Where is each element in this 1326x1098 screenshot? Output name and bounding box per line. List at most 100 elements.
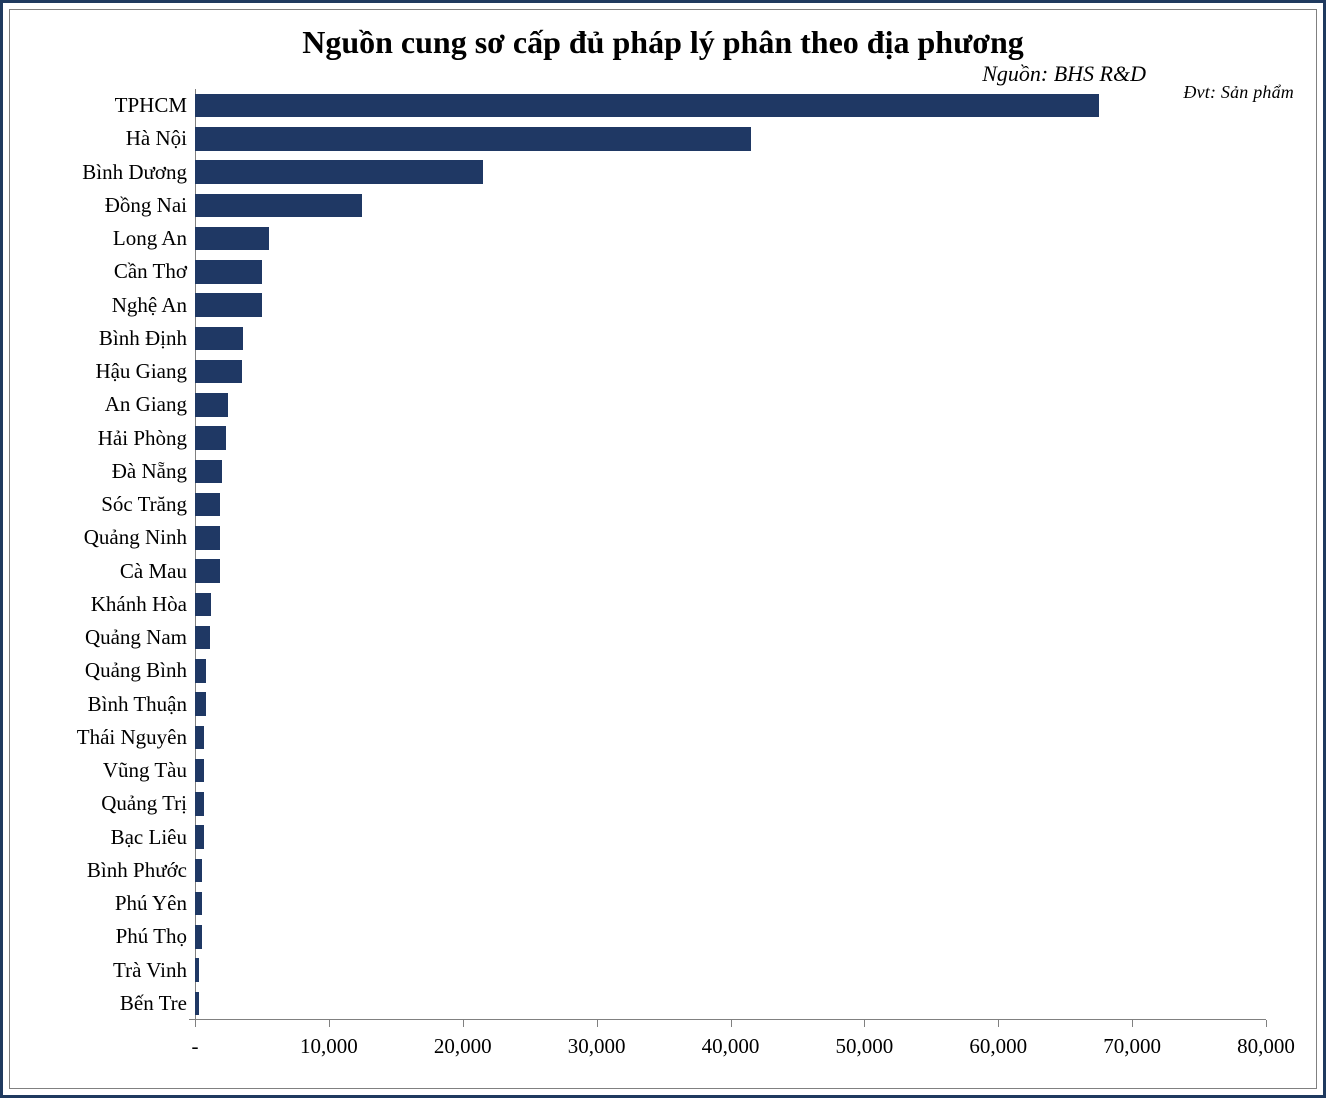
- x-tick-label: 20,000: [434, 1034, 492, 1059]
- bar: [195, 426, 226, 449]
- bar: [195, 393, 228, 416]
- x-tick-label: 60,000: [969, 1034, 1027, 1059]
- category-label: Vũng Tàu: [103, 758, 195, 783]
- category-label: Quảng Nam: [85, 625, 195, 650]
- bar: [195, 925, 202, 948]
- bar: [195, 759, 204, 782]
- x-tick-label: 70,000: [1103, 1034, 1161, 1059]
- title-row: Nguồn cung sơ cấp đủ pháp lý phân theo đ…: [30, 20, 1296, 61]
- bar: [195, 194, 362, 217]
- category-label: Bến Tre: [120, 991, 195, 1016]
- chart-area: TPHCMHà NộiBình DươngĐồng NaiLong AnCần …: [30, 89, 1296, 1068]
- bar: [195, 892, 202, 915]
- bar: [195, 825, 204, 848]
- bar-row: TPHCM: [195, 94, 1266, 117]
- source-row: Nguồn: BHS R&D: [30, 61, 1296, 87]
- category-label: Nghệ An: [112, 293, 195, 318]
- bar-row: Đồng Nai: [195, 194, 1266, 217]
- bar-row: Cà Mau: [195, 559, 1266, 582]
- bar-row: Bạc Liêu: [195, 825, 1266, 848]
- bar-row: Quảng Nam: [195, 626, 1266, 649]
- category-label: Bình Định: [99, 326, 195, 351]
- bar: [195, 160, 483, 183]
- bar-row: Hà Nội: [195, 127, 1266, 150]
- category-label: Cà Mau: [120, 559, 195, 584]
- bar-row: Bình Định: [195, 327, 1266, 350]
- bar-row: Quảng Trị: [195, 792, 1266, 815]
- category-label: Sóc Trăng: [101, 492, 195, 517]
- bar-row: An Giang: [195, 393, 1266, 416]
- x-tick-label: -: [192, 1034, 199, 1059]
- bar-row: Bình Thuận: [195, 692, 1266, 715]
- category-label: Hải Phòng: [98, 426, 195, 451]
- bar-row: Quảng Ninh: [195, 526, 1266, 549]
- bar-row: Quảng Bình: [195, 659, 1266, 682]
- category-label: Long An: [113, 226, 195, 251]
- x-tick-mark: [1266, 1020, 1267, 1027]
- category-label: Đồng Nai: [105, 193, 195, 218]
- category-label: TPHCM: [115, 93, 195, 118]
- chart-title: Nguồn cung sơ cấp đủ pháp lý phân theo đ…: [30, 20, 1296, 61]
- bar: [195, 792, 204, 815]
- category-label: Quảng Ninh: [84, 525, 195, 550]
- source-label: Nguồn: BHS R&D: [982, 61, 1146, 86]
- category-label: Phú Thọ: [116, 924, 195, 949]
- category-label: Bình Phước: [87, 858, 195, 883]
- bar: [195, 626, 210, 649]
- bar-row: Khánh Hòa: [195, 593, 1266, 616]
- category-label: Bạc Liêu: [111, 825, 195, 850]
- bar-row: Phú Thọ: [195, 925, 1266, 948]
- bar: [195, 227, 269, 250]
- bar-row: Hải Phòng: [195, 426, 1266, 449]
- bar-row: Trà Vinh: [195, 958, 1266, 981]
- category-label: Khánh Hòa: [91, 592, 195, 617]
- category-label: Hậu Giang: [95, 359, 195, 384]
- category-label: Bình Thuận: [88, 692, 195, 717]
- category-label: Quảng Bình: [85, 658, 195, 683]
- bar-row: Vũng Tàu: [195, 759, 1266, 782]
- bar: [195, 659, 206, 682]
- bar: [195, 293, 262, 316]
- category-label: Hà Nội: [126, 126, 195, 151]
- x-tick-label: 40,000: [702, 1034, 760, 1059]
- bar: [195, 94, 1099, 117]
- bar-row: Bình Dương: [195, 160, 1266, 183]
- category-label: Trà Vinh: [113, 958, 195, 983]
- x-tick-label: 80,000: [1237, 1034, 1295, 1059]
- bar-row: Phú Yên: [195, 892, 1266, 915]
- bar-row: Cần Thơ: [195, 260, 1266, 283]
- bar: [195, 260, 262, 283]
- bar-row: Sóc Trăng: [195, 493, 1266, 516]
- bar-row: Bến Tre: [195, 992, 1266, 1015]
- bar-row: Đà Nẵng: [195, 460, 1266, 483]
- category-label: Phú Yên: [115, 891, 195, 916]
- outer-frame: Nguồn cung sơ cấp đủ pháp lý phân theo đ…: [0, 0, 1326, 1098]
- bar: [195, 526, 220, 549]
- category-label: Quảng Trị: [101, 791, 195, 816]
- bar: [195, 726, 204, 749]
- bar: [195, 127, 751, 150]
- bar-row: Nghệ An: [195, 293, 1266, 316]
- bar: [195, 493, 220, 516]
- x-tick-label: 30,000: [568, 1034, 626, 1059]
- x-tick-label: 10,000: [300, 1034, 358, 1059]
- bar: [195, 360, 242, 383]
- category-label: An Giang: [105, 392, 195, 417]
- bar: [195, 593, 211, 616]
- plot-area: TPHCM Hà Nội Bình Dương Đồng Nai Long An Cần …: [195, 89, 1266, 1020]
- bar-row: Thái Nguyên: [195, 726, 1266, 749]
- bar-row: Bình Phước: [195, 859, 1266, 882]
- category-label: Đà Nẵng: [112, 459, 195, 484]
- x-tick-label: 50,000: [836, 1034, 894, 1059]
- bar: [195, 992, 199, 1015]
- bar-row: Hậu Giang: [195, 360, 1266, 383]
- bar: [195, 327, 243, 350]
- bar: [195, 859, 202, 882]
- bar-row: Long An: [195, 227, 1266, 250]
- bar: [195, 460, 222, 483]
- x-axis: - 10,000 20,000 30,000 40,000 50,000 60,…: [195, 1020, 1266, 1068]
- category-label: Cần Thơ: [114, 259, 195, 284]
- bar: [195, 958, 199, 981]
- category-label: Bình Dương: [82, 160, 195, 185]
- category-label: Thái Nguyên: [77, 725, 195, 750]
